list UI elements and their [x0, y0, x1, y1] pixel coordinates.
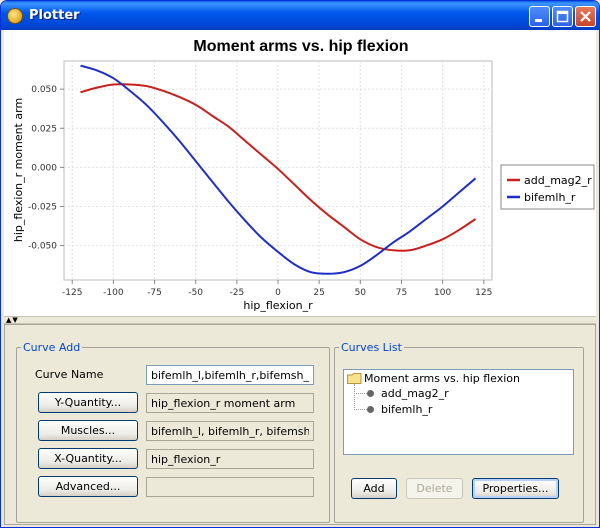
x-axis-label: hip_flexion_r — [243, 299, 313, 312]
add-button[interactable]: Add — [351, 478, 397, 499]
curve-name-label: Curve Name — [35, 368, 104, 381]
x-tick-label: -125 — [62, 288, 82, 298]
x-tick-label: 75 — [396, 288, 407, 298]
curve-leaf-icon — [367, 406, 374, 413]
split-pane-divider[interactable]: ▲▼ — [4, 316, 596, 324]
app-gear-icon[interactable] — [7, 8, 23, 24]
window-title: Plotter — [29, 8, 80, 23]
curve-add-legend: Curve Add — [23, 341, 81, 354]
title-bar[interactable]: Plotter — [1, 1, 599, 30]
legend-entry: add_mag2_r — [524, 174, 592, 187]
series-line-add-mag2-r[interactable] — [80, 83, 477, 252]
x-tick-label: -75 — [147, 288, 162, 298]
maximize-button[interactable] — [552, 6, 573, 27]
close-icon — [580, 11, 591, 22]
y-tick-label: -0.050 — [28, 242, 57, 252]
plot-panel: Moment arms vs. hip flexion hip_flexion_… — [4, 30, 596, 316]
delete-button: Delete — [406, 478, 463, 499]
properties-button[interactable]: Properties... — [472, 478, 559, 499]
curve-name-input[interactable] — [146, 365, 314, 385]
close-button[interactable] — [575, 6, 596, 27]
y-axis-label: hip_flexion_r moment arm — [12, 98, 25, 242]
y-quantity-field — [146, 393, 314, 413]
y-quantity-button[interactable]: Y-Quantity... — [38, 392, 138, 413]
series-line-bifemlh-r[interactable] — [80, 64, 477, 275]
curve-leaf-icon — [367, 390, 374, 397]
x-tick-label: -25 — [229, 288, 244, 298]
tree-item-add-mag2-r[interactable]: add_mag2_r — [381, 387, 449, 400]
muscles-button[interactable]: Muscles... — [38, 420, 138, 441]
bottom-panel: Curve Add Curve Name Y-Quantity... Muscl… — [4, 324, 596, 525]
y-tick-label: 0.000 — [31, 163, 57, 173]
folder-icon — [347, 373, 362, 384]
chart-title: Moment arms vs. hip flexion — [193, 38, 408, 55]
legend-entry: bifemlh_r — [524, 191, 576, 204]
divider-arrows-icon[interactable]: ▲▼ — [6, 316, 19, 324]
y-tick-label: 0.025 — [31, 124, 57, 134]
advanced-button[interactable]: Advanced... — [38, 476, 138, 497]
x-tick-label: -100 — [103, 288, 124, 298]
x-tick-label: 100 — [434, 288, 451, 298]
x-tick-label: 125 — [475, 288, 492, 298]
x-quantity-button[interactable]: X-Quantity... — [38, 448, 138, 469]
client-area: Moment arms vs. hip flexion hip_flexion_… — [4, 30, 596, 525]
minimize-icon — [535, 19, 542, 22]
y-tick-label: -0.025 — [28, 202, 57, 212]
moment-arm-chart[interactable]: Moment arms vs. hip flexion hip_flexion_… — [4, 30, 596, 316]
x-tick-label: 25 — [313, 288, 324, 298]
x-tick-label: 50 — [355, 288, 367, 298]
y-tick-label: 0.050 — [31, 85, 57, 95]
x-tick-label: 0 — [275, 288, 281, 298]
maximize-icon — [556, 10, 569, 23]
minimize-button[interactable] — [529, 6, 550, 27]
tree-root[interactable]: Moment arms vs. hip flexion — [364, 372, 521, 385]
muscles-field — [146, 421, 314, 441]
curves-tree[interactable]: Moment arms vs. hip flexion add_mag2_r b… — [343, 369, 574, 455]
curves-list-group: Curves List Moment arms vs. hip flexion … — [334, 341, 584, 523]
tree-item-bifemlh-r[interactable]: bifemlh_r — [381, 403, 433, 416]
curve-add-group: Curve Add Curve Name Y-Quantity... Muscl… — [16, 341, 330, 523]
x-quantity-field — [146, 449, 314, 469]
x-tick-label: -50 — [188, 288, 203, 298]
legend-box — [500, 164, 595, 210]
advanced-field — [146, 477, 314, 497]
curves-list-legend: Curves List — [341, 341, 402, 354]
